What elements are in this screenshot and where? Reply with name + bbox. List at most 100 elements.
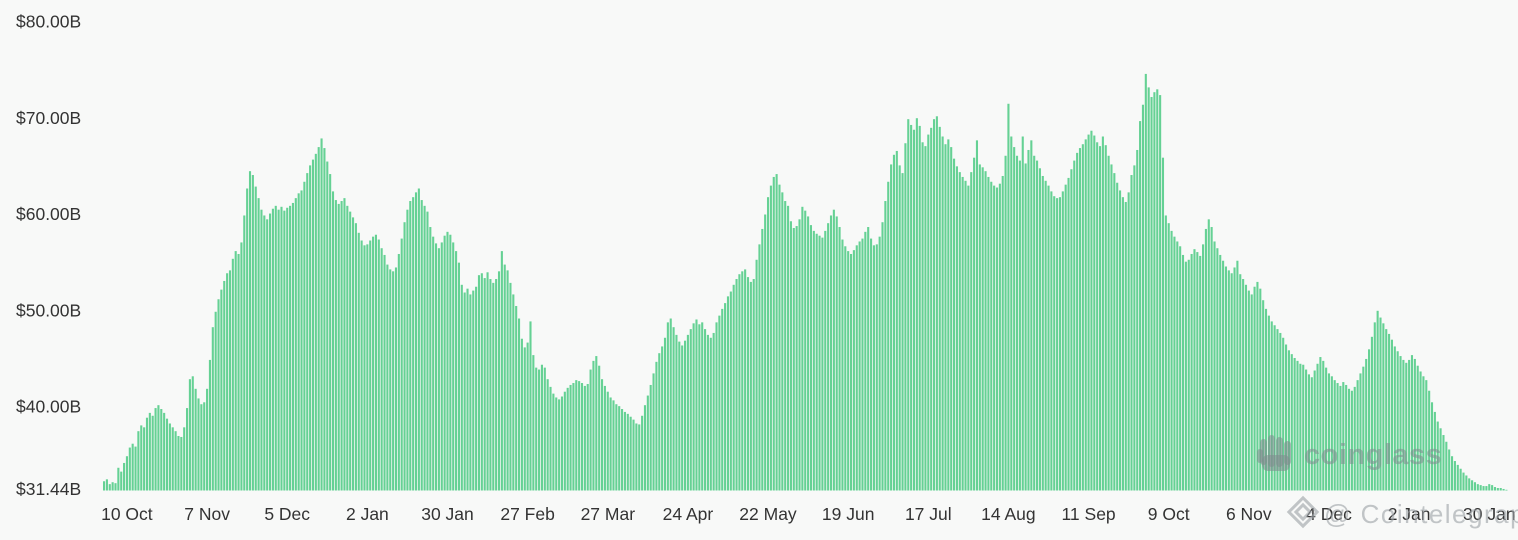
bar[interactable] [346, 205, 349, 491]
bar[interactable] [623, 411, 626, 491]
bar[interactable] [975, 140, 979, 491]
bar[interactable] [1339, 385, 1342, 491]
bar[interactable] [363, 245, 366, 491]
bar[interactable] [183, 427, 186, 491]
bar[interactable] [1285, 344, 1288, 491]
bar[interactable] [257, 198, 260, 491]
bar[interactable] [1485, 486, 1488, 491]
bar[interactable] [675, 334, 678, 491]
bar[interactable] [1499, 488, 1502, 491]
bar[interactable] [314, 153, 317, 491]
bar[interactable] [483, 278, 486, 491]
bar[interactable] [618, 406, 621, 491]
bar[interactable] [1133, 165, 1136, 491]
bar[interactable] [1402, 359, 1405, 491]
bar[interactable] [1396, 351, 1399, 491]
bar[interactable] [543, 367, 546, 491]
bar[interactable] [1362, 366, 1365, 491]
bar[interactable] [515, 305, 518, 491]
bar[interactable] [744, 269, 747, 491]
bar[interactable] [1385, 329, 1388, 491]
bar[interactable] [1496, 488, 1499, 491]
bar[interactable] [1422, 376, 1425, 491]
bar[interactable] [1405, 362, 1408, 491]
bar[interactable] [400, 238, 403, 491]
bar[interactable] [1453, 461, 1456, 491]
bar[interactable] [277, 209, 280, 491]
bar[interactable] [910, 124, 913, 491]
bar[interactable] [1451, 456, 1454, 491]
bar[interactable] [589, 369, 592, 491]
bar[interactable] [795, 226, 798, 491]
bar[interactable] [821, 237, 824, 491]
bar[interactable] [1078, 148, 1082, 491]
bar[interactable] [569, 384, 572, 491]
bar[interactable] [260, 209, 263, 491]
bar[interactable] [978, 164, 981, 491]
bar[interactable] [452, 242, 455, 491]
bar[interactable] [1502, 488, 1505, 491]
bar[interactable] [758, 244, 761, 491]
bar[interactable] [414, 192, 418, 491]
bar[interactable] [1410, 355, 1414, 491]
bar[interactable] [881, 222, 884, 491]
bar[interactable] [1213, 241, 1216, 491]
bar[interactable] [360, 240, 363, 491]
bar[interactable] [1136, 149, 1139, 491]
bar[interactable] [1459, 468, 1462, 491]
bar[interactable] [1124, 201, 1127, 491]
bar[interactable] [632, 419, 635, 491]
bar[interactable] [131, 443, 134, 491]
bar[interactable] [663, 337, 667, 491]
bar[interactable] [921, 142, 924, 491]
bar[interactable] [1413, 358, 1416, 491]
bar[interactable] [1253, 286, 1256, 491]
bar[interactable] [1425, 380, 1428, 491]
bar[interactable] [145, 417, 149, 491]
bar[interactable] [114, 483, 117, 491]
bar[interactable] [915, 118, 918, 491]
bar[interactable] [211, 327, 214, 491]
bar[interactable] [1159, 95, 1162, 491]
bar[interactable] [1130, 175, 1133, 491]
bar[interactable] [1319, 357, 1322, 491]
bar[interactable] [572, 383, 575, 491]
bar[interactable] [735, 279, 738, 491]
bar[interactable] [1408, 359, 1411, 491]
bar[interactable] [486, 272, 489, 491]
bar[interactable] [1359, 373, 1362, 491]
bar[interactable] [1147, 87, 1150, 491]
bar[interactable] [1064, 184, 1067, 491]
bar[interactable] [406, 209, 409, 491]
bar[interactable] [1307, 374, 1310, 491]
bar[interactable] [1021, 136, 1024, 491]
bar[interactable] [538, 369, 541, 491]
bar[interactable] [1161, 157, 1165, 491]
bar[interactable] [432, 236, 435, 491]
bar[interactable] [1382, 323, 1385, 491]
bar[interactable] [469, 294, 472, 491]
bar[interactable] [958, 172, 961, 491]
bar[interactable] [1093, 135, 1096, 491]
bar[interactable] [280, 206, 283, 491]
bar[interactable] [927, 134, 930, 491]
bar[interactable] [291, 202, 294, 491]
bar[interactable] [263, 215, 266, 491]
bar[interactable] [1267, 315, 1270, 491]
bar[interactable] [443, 235, 446, 491]
bar[interactable] [1491, 485, 1494, 491]
bar[interactable] [1347, 388, 1351, 491]
bar[interactable] [188, 379, 191, 491]
bar[interactable] [844, 246, 847, 491]
bar[interactable] [354, 223, 357, 491]
bar[interactable] [858, 241, 861, 491]
bar[interactable] [1471, 480, 1474, 491]
bar[interactable] [274, 205, 277, 491]
bar[interactable] [552, 393, 555, 491]
bar[interactable] [171, 427, 174, 491]
bar[interactable] [987, 176, 990, 491]
bar[interactable] [1330, 376, 1333, 491]
bar[interactable] [123, 462, 126, 491]
bar[interactable] [377, 239, 380, 491]
bar[interactable] [721, 308, 724, 491]
